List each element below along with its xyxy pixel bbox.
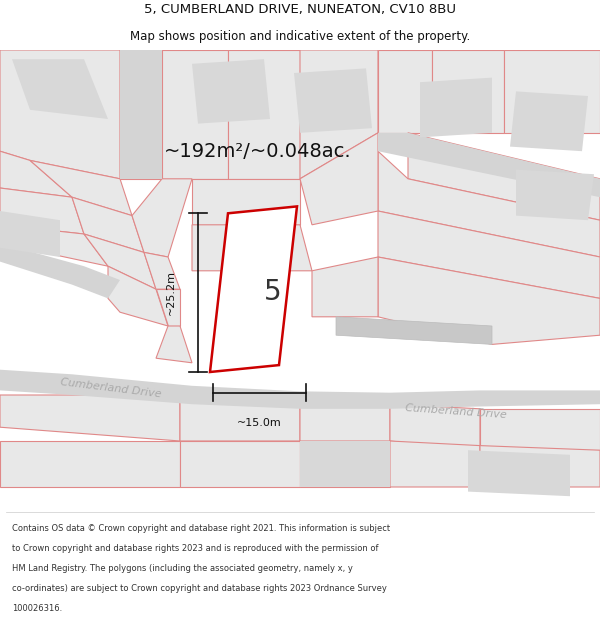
Polygon shape: [480, 446, 600, 487]
Polygon shape: [0, 243, 120, 298]
Polygon shape: [120, 50, 162, 179]
Polygon shape: [30, 161, 132, 216]
Text: co-ordinates) are subject to Crown copyright and database rights 2023 Ordnance S: co-ordinates) are subject to Crown copyr…: [12, 584, 387, 593]
Polygon shape: [84, 234, 156, 289]
Polygon shape: [378, 50, 432, 132]
Polygon shape: [300, 441, 390, 487]
Polygon shape: [378, 151, 600, 257]
Polygon shape: [336, 317, 492, 344]
Polygon shape: [180, 395, 300, 441]
Polygon shape: [192, 59, 270, 124]
Polygon shape: [144, 253, 180, 289]
Text: Map shows position and indicative extent of the property.: Map shows position and indicative extent…: [130, 30, 470, 43]
Polygon shape: [162, 50, 228, 179]
Polygon shape: [516, 169, 594, 220]
Polygon shape: [420, 78, 492, 138]
Polygon shape: [0, 188, 84, 234]
Polygon shape: [294, 68, 372, 132]
Polygon shape: [312, 257, 378, 317]
Polygon shape: [12, 59, 108, 119]
Text: HM Land Registry. The polygons (including the associated geometry, namely x, y: HM Land Registry. The polygons (includin…: [12, 564, 353, 573]
Text: 5, CUMBERLAND DRIVE, NUNEATON, CV10 8BU: 5, CUMBERLAND DRIVE, NUNEATON, CV10 8BU: [144, 2, 456, 16]
Polygon shape: [378, 132, 600, 198]
Polygon shape: [0, 225, 108, 266]
Polygon shape: [0, 441, 180, 487]
Polygon shape: [480, 409, 600, 450]
Polygon shape: [378, 211, 600, 298]
Text: ~25.2m: ~25.2m: [166, 270, 176, 315]
Polygon shape: [408, 132, 600, 220]
Polygon shape: [156, 289, 180, 326]
Text: Cumberland Drive: Cumberland Drive: [405, 402, 507, 419]
Polygon shape: [0, 211, 60, 257]
Polygon shape: [72, 198, 144, 252]
Polygon shape: [390, 404, 480, 450]
Polygon shape: [300, 50, 378, 179]
Polygon shape: [228, 50, 300, 179]
Polygon shape: [378, 257, 600, 344]
Polygon shape: [108, 266, 168, 326]
Polygon shape: [192, 225, 312, 271]
Polygon shape: [180, 441, 300, 487]
Polygon shape: [210, 206, 297, 372]
Polygon shape: [432, 50, 504, 132]
Polygon shape: [192, 179, 300, 225]
Polygon shape: [390, 441, 480, 487]
Polygon shape: [120, 50, 162, 179]
Polygon shape: [504, 50, 600, 132]
Text: Cumberland Drive: Cumberland Drive: [60, 377, 162, 399]
Polygon shape: [468, 450, 570, 496]
Polygon shape: [300, 441, 390, 487]
Text: ~192m²/~0.048ac.: ~192m²/~0.048ac.: [164, 142, 352, 161]
Polygon shape: [0, 151, 72, 198]
Text: Contains OS data © Crown copyright and database right 2021. This information is : Contains OS data © Crown copyright and d…: [12, 524, 390, 532]
Polygon shape: [0, 370, 600, 409]
Polygon shape: [156, 326, 192, 362]
Polygon shape: [132, 179, 192, 257]
Polygon shape: [0, 50, 120, 179]
Polygon shape: [0, 395, 180, 441]
Polygon shape: [510, 91, 588, 151]
Text: to Crown copyright and database rights 2023 and is reproduced with the permissio: to Crown copyright and database rights 2…: [12, 544, 379, 553]
Text: 5: 5: [264, 278, 282, 306]
Text: ~15.0m: ~15.0m: [237, 418, 282, 428]
Polygon shape: [300, 399, 390, 441]
Text: 100026316.: 100026316.: [12, 604, 62, 613]
Polygon shape: [300, 132, 378, 225]
